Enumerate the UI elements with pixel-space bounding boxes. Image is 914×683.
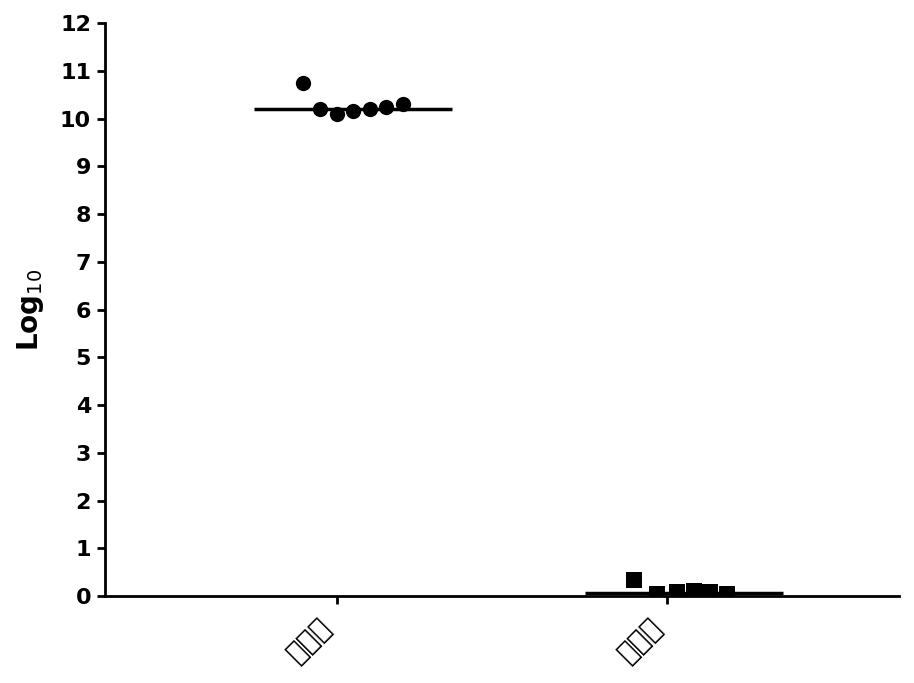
Y-axis label: Log$_{10}$: Log$_{10}$ <box>15 268 46 351</box>
